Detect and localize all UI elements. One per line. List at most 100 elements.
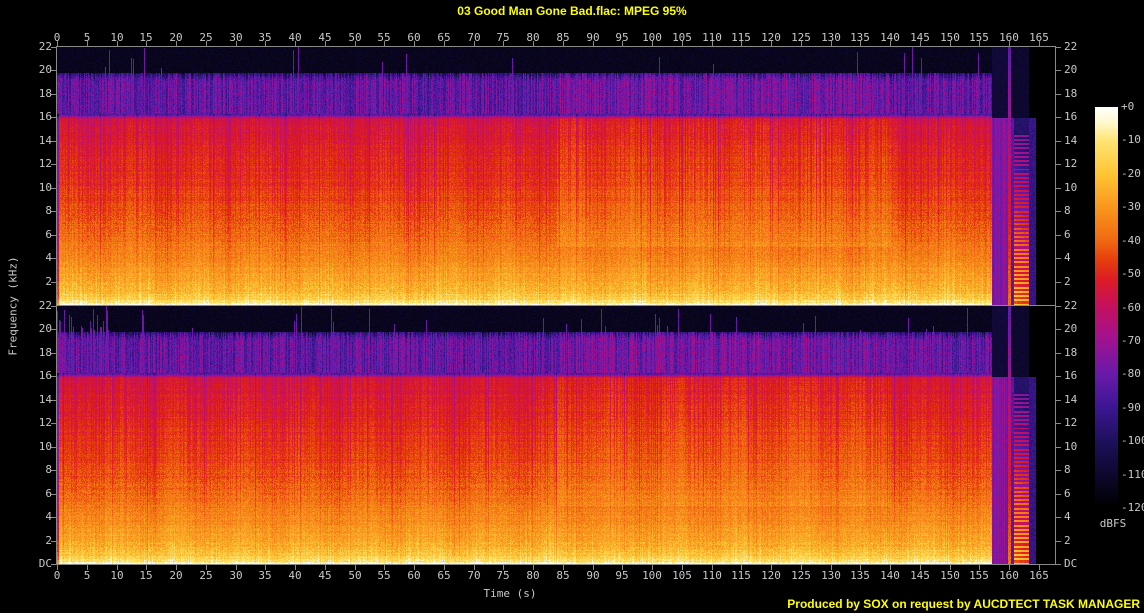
time-tick bbox=[771, 41, 772, 46]
freq-tick-label: 22 bbox=[1064, 299, 1078, 312]
time-tick bbox=[979, 41, 980, 46]
freq-tick bbox=[51, 517, 57, 518]
freq-tick bbox=[51, 141, 57, 142]
time-tick bbox=[652, 565, 653, 570]
time-tick-label: 45 bbox=[318, 569, 332, 582]
time-tick bbox=[741, 565, 742, 570]
time-tick-label: 45 bbox=[318, 31, 332, 44]
freq-tick bbox=[51, 70, 57, 71]
freq-tick-label: 10 bbox=[38, 440, 52, 453]
freq-tick bbox=[51, 282, 57, 283]
db-tick-label: -50 bbox=[1121, 267, 1141, 280]
time-tick bbox=[920, 565, 921, 570]
time-tick-label: 10 bbox=[110, 31, 124, 44]
freq-tick-label: 18 bbox=[38, 87, 52, 100]
freq-tick bbox=[51, 376, 57, 377]
time-tick bbox=[206, 565, 207, 570]
db-tick-label: +0 bbox=[1121, 100, 1135, 113]
time-tick-label: 50 bbox=[348, 31, 362, 44]
freq-tick bbox=[1055, 564, 1061, 565]
time-tick bbox=[920, 41, 921, 46]
freq-tick bbox=[1055, 70, 1061, 71]
freq-tick bbox=[51, 235, 57, 236]
db-tick-label: -20 bbox=[1121, 167, 1141, 180]
time-tick bbox=[384, 565, 385, 570]
time-tick bbox=[355, 565, 356, 570]
freq-tick-label: 18 bbox=[1064, 87, 1078, 100]
time-tick-label: 70 bbox=[467, 569, 481, 582]
time-tick bbox=[117, 565, 118, 570]
time-tick bbox=[771, 565, 772, 570]
freq-tick bbox=[1055, 282, 1061, 283]
freq-tick bbox=[51, 400, 57, 401]
time-tick-label: 130 bbox=[821, 569, 841, 582]
time-tick bbox=[325, 41, 326, 46]
time-tick-label: 10 bbox=[110, 569, 124, 582]
time-tick-label: 140 bbox=[880, 569, 900, 582]
time-tick bbox=[890, 565, 891, 570]
time-tick-label: 35 bbox=[258, 31, 272, 44]
time-tick bbox=[712, 565, 713, 570]
time-tick bbox=[801, 41, 802, 46]
time-tick-label: 70 bbox=[467, 31, 481, 44]
freq-tick-label: 8 bbox=[45, 463, 52, 476]
time-tick-label: 85 bbox=[556, 569, 570, 582]
freq-tick bbox=[51, 447, 57, 448]
time-tick-label: 120 bbox=[761, 31, 781, 44]
time-tick-label: 30 bbox=[229, 569, 243, 582]
freq-tick bbox=[51, 353, 57, 354]
db-tick-label: -40 bbox=[1121, 234, 1141, 247]
time-tick bbox=[652, 41, 653, 46]
time-tick bbox=[265, 41, 266, 46]
time-tick bbox=[444, 41, 445, 46]
time-tick bbox=[295, 41, 296, 46]
time-tick bbox=[741, 41, 742, 46]
time-tick-label: 20 bbox=[169, 569, 183, 582]
db-tick-label: -120 bbox=[1121, 501, 1144, 514]
freq-tick bbox=[51, 541, 57, 542]
freq-tick-label: 12 bbox=[1064, 416, 1078, 429]
freq-tick bbox=[51, 470, 57, 471]
freq-tick-label: 2 bbox=[45, 275, 52, 288]
freq-tick bbox=[1055, 258, 1061, 259]
freq-tick-label: 22 bbox=[1064, 40, 1078, 53]
freq-tick-label: 16 bbox=[38, 369, 52, 382]
db-tick-label: -80 bbox=[1121, 367, 1141, 380]
db-tick-label: -110 bbox=[1121, 468, 1144, 481]
time-tick-label: 35 bbox=[258, 569, 272, 582]
freq-tick bbox=[51, 564, 57, 565]
time-tick-label: 65 bbox=[437, 31, 451, 44]
time-tick-label: 115 bbox=[731, 31, 751, 44]
time-tick-label: 60 bbox=[407, 569, 421, 582]
freq-tick bbox=[1055, 376, 1061, 377]
page-title: 03 Good Man Gone Bad.flac: MPEG 95% bbox=[457, 4, 687, 18]
time-tick bbox=[801, 565, 802, 570]
time-tick-label: 135 bbox=[850, 31, 870, 44]
time-tick bbox=[563, 41, 564, 46]
freq-axis-title: Frequency (kHz) bbox=[6, 256, 20, 356]
time-tick bbox=[682, 565, 683, 570]
freq-tick-label: 14 bbox=[38, 393, 52, 406]
dbfs-unit-label: dBFS bbox=[1099, 517, 1127, 530]
time-tick bbox=[384, 41, 385, 46]
time-tick-label: 155 bbox=[969, 569, 989, 582]
freq-tick-label: 4 bbox=[1064, 510, 1071, 523]
time-tick-label: 165 bbox=[1029, 569, 1049, 582]
time-tick bbox=[87, 41, 88, 46]
db-tick-label: -10 bbox=[1121, 133, 1141, 146]
freq-tick bbox=[1055, 400, 1061, 401]
time-tick bbox=[146, 565, 147, 570]
time-tick bbox=[414, 41, 415, 46]
freq-tick-label: 16 bbox=[1064, 110, 1078, 123]
time-tick-label: 100 bbox=[642, 31, 662, 44]
time-tick-label: 95 bbox=[615, 31, 629, 44]
time-tick-label: 0 bbox=[53, 31, 61, 44]
time-tick-label: 25 bbox=[199, 31, 213, 44]
time-tick-label: 135 bbox=[850, 569, 870, 582]
time-tick-label: 160 bbox=[999, 31, 1019, 44]
freq-tick bbox=[51, 164, 57, 165]
freq-tick bbox=[51, 188, 57, 189]
time-tick bbox=[890, 41, 891, 46]
freq-tick-label: 20 bbox=[38, 322, 52, 335]
freq-tick-label: 6 bbox=[1064, 487, 1071, 500]
